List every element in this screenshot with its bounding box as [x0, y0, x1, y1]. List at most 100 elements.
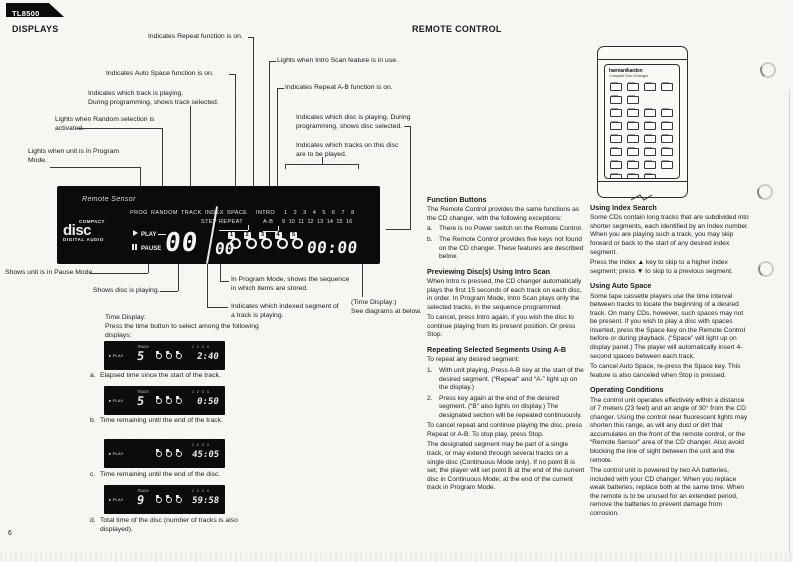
callout-repeat: Indicates Repeat function is on.	[148, 33, 243, 40]
section-heading: Using Index Search	[590, 203, 657, 212]
callout-line	[78, 128, 162, 129]
time-display-title: Time Display:	[105, 314, 146, 321]
disc-indicator: 2	[243, 232, 259, 253]
figure-caption-b: b. Time remaining until the end of the t…	[90, 417, 223, 424]
figure-caption-d: d. Total time of the disc (number of tra…	[90, 517, 238, 533]
disc-number-badge: 4	[274, 232, 282, 239]
random-indicator: RANDOM	[151, 210, 178, 216]
disc-number-badge: 3	[259, 232, 266, 239]
remote-button	[610, 107, 622, 117]
callout-line	[285, 164, 286, 169]
time-display-figure-c: PLAY 1 2 3 4 45:05	[104, 439, 225, 468]
disc-indicator: 4	[274, 232, 290, 253]
callout-line	[410, 126, 411, 230]
list-item: a. There is no Power switch on the Remote…	[427, 225, 586, 234]
remote-button	[661, 159, 673, 169]
remote-button	[661, 146, 673, 156]
ab-indicator: A-B	[263, 219, 274, 225]
callout-line	[386, 229, 410, 230]
remote-button	[610, 94, 622, 104]
list-item: 1. With unit playing, Press A-B key at th…	[427, 367, 586, 393]
disc-icon	[292, 238, 303, 249]
time-display-figure-a: PLAY TRACK 5 1 2 3 4 2:40	[104, 341, 225, 370]
time-display-figure-d: PLAY TRACK 9 1 2 3 4 59:58	[104, 485, 225, 514]
disc-icons	[156, 495, 186, 503]
remote-sensor-label: Remote Sensor	[82, 196, 136, 203]
callout-repeat-ab: Indicates Repeat A-B function is on.	[285, 84, 393, 91]
disc-number-badge: 1	[228, 232, 235, 239]
remote-button	[644, 120, 656, 130]
remote-control-heading: REMOTE CONTROL	[412, 24, 502, 34]
disc-number-badge: 5	[290, 232, 297, 239]
callout-line	[160, 291, 178, 292]
list-marker: 2.	[427, 394, 433, 402]
disc-icon	[245, 238, 257, 249]
scan-edge-texture	[0, 553, 793, 562]
callout-line	[229, 74, 236, 75]
panel-line	[263, 231, 278, 232]
remote-button	[610, 120, 622, 130]
body-paragraph: To repeat any desired segment:	[427, 356, 520, 364]
callout-line	[220, 264, 221, 281]
remote-button	[644, 107, 656, 117]
body-paragraph: The designated segment may be part of a …	[427, 441, 585, 492]
remote-bottom-line	[598, 181, 687, 182]
remote-button-row	[610, 120, 679, 130]
disc-icons	[156, 449, 186, 457]
intro-indicator: INTRO	[256, 210, 276, 216]
body-paragraph: To cancel, press Intro again, if you wis…	[427, 314, 576, 339]
callout-line	[277, 88, 284, 89]
remote-button	[610, 81, 622, 91]
callout-line	[50, 167, 140, 168]
body-paragraph: Press the Index ▲ key to skip to a highe…	[590, 259, 733, 275]
figure-caption-a: a. Elapsed time since the start of the t…	[90, 372, 221, 379]
remote-button	[627, 172, 639, 178]
callout-index-segment: Indicates which indexed segment of a tra…	[231, 303, 339, 319]
body-paragraph: Some tape cassette players use the time …	[590, 292, 746, 360]
column-function-buttons: Function Buttons The Remote Control provi…	[427, 190, 586, 562]
callout-line	[362, 264, 363, 297]
list-text: Press key again at the end of the desire…	[439, 394, 582, 419]
remote-button	[627, 146, 639, 156]
remote-button-row	[610, 159, 679, 169]
disc-icon	[276, 238, 288, 249]
time-display-figure-b: PLAY TRACK 5 1 2 3 4 0:50	[104, 386, 225, 415]
remote-button	[644, 159, 656, 169]
disc-icons	[156, 396, 186, 404]
callout-line	[220, 281, 229, 282]
punch-hole-mark	[758, 60, 778, 80]
callout-line	[190, 106, 191, 186]
body-paragraph: To cancel Auto Space, re-press the Space…	[590, 363, 741, 379]
pause-indicator: PAUSE	[132, 244, 161, 252]
callout-line	[148, 264, 149, 273]
space-indicator: SPACE	[227, 210, 248, 216]
disc-icons	[156, 351, 186, 359]
body-paragraph: The control unit operates effectively wi…	[590, 396, 748, 464]
track-numbers-9-16: 9 10 11 12 13 14 15 16	[282, 219, 353, 225]
remote-button	[610, 159, 622, 169]
callout-pause: Shows unit is in Pause Mode.	[5, 269, 95, 276]
panel-line	[278, 226, 279, 231]
callout-track: Indicates which track is playing. During…	[88, 90, 219, 106]
body-paragraph: To cancel repeat and continue playing th…	[427, 422, 583, 438]
compact-disc-logo: COMPACT disc DIGITAL AUDIO	[63, 219, 105, 242]
remote-button-row	[610, 81, 679, 91]
list-marker: b.	[427, 236, 433, 244]
model-banner: TL8500	[6, 3, 64, 17]
callout-line	[277, 88, 278, 186]
remote-button	[644, 81, 656, 91]
list-item: b. The Remote Control provides five keys …	[427, 236, 586, 262]
prog-indicator: PROG	[130, 210, 148, 216]
pause-icon	[132, 244, 138, 252]
remote-button	[661, 120, 673, 130]
time-display-intro: Press the time button to select among th…	[105, 323, 259, 339]
punch-hole-mark	[756, 259, 776, 279]
remote-button	[644, 172, 656, 178]
display-panel-illustration: Remote Sensor COMPACT disc DIGITAL AUDIO…	[57, 186, 380, 264]
track-digits: 00	[163, 228, 201, 258]
remote-subtitle: Compact Disc Changer	[609, 74, 649, 78]
page-edge-line	[789, 90, 790, 562]
disc-indicator: 3	[258, 232, 274, 253]
remote-fold-mark	[631, 194, 653, 201]
body-paragraph: When Intro is pressed, the CD changer au…	[427, 278, 582, 311]
